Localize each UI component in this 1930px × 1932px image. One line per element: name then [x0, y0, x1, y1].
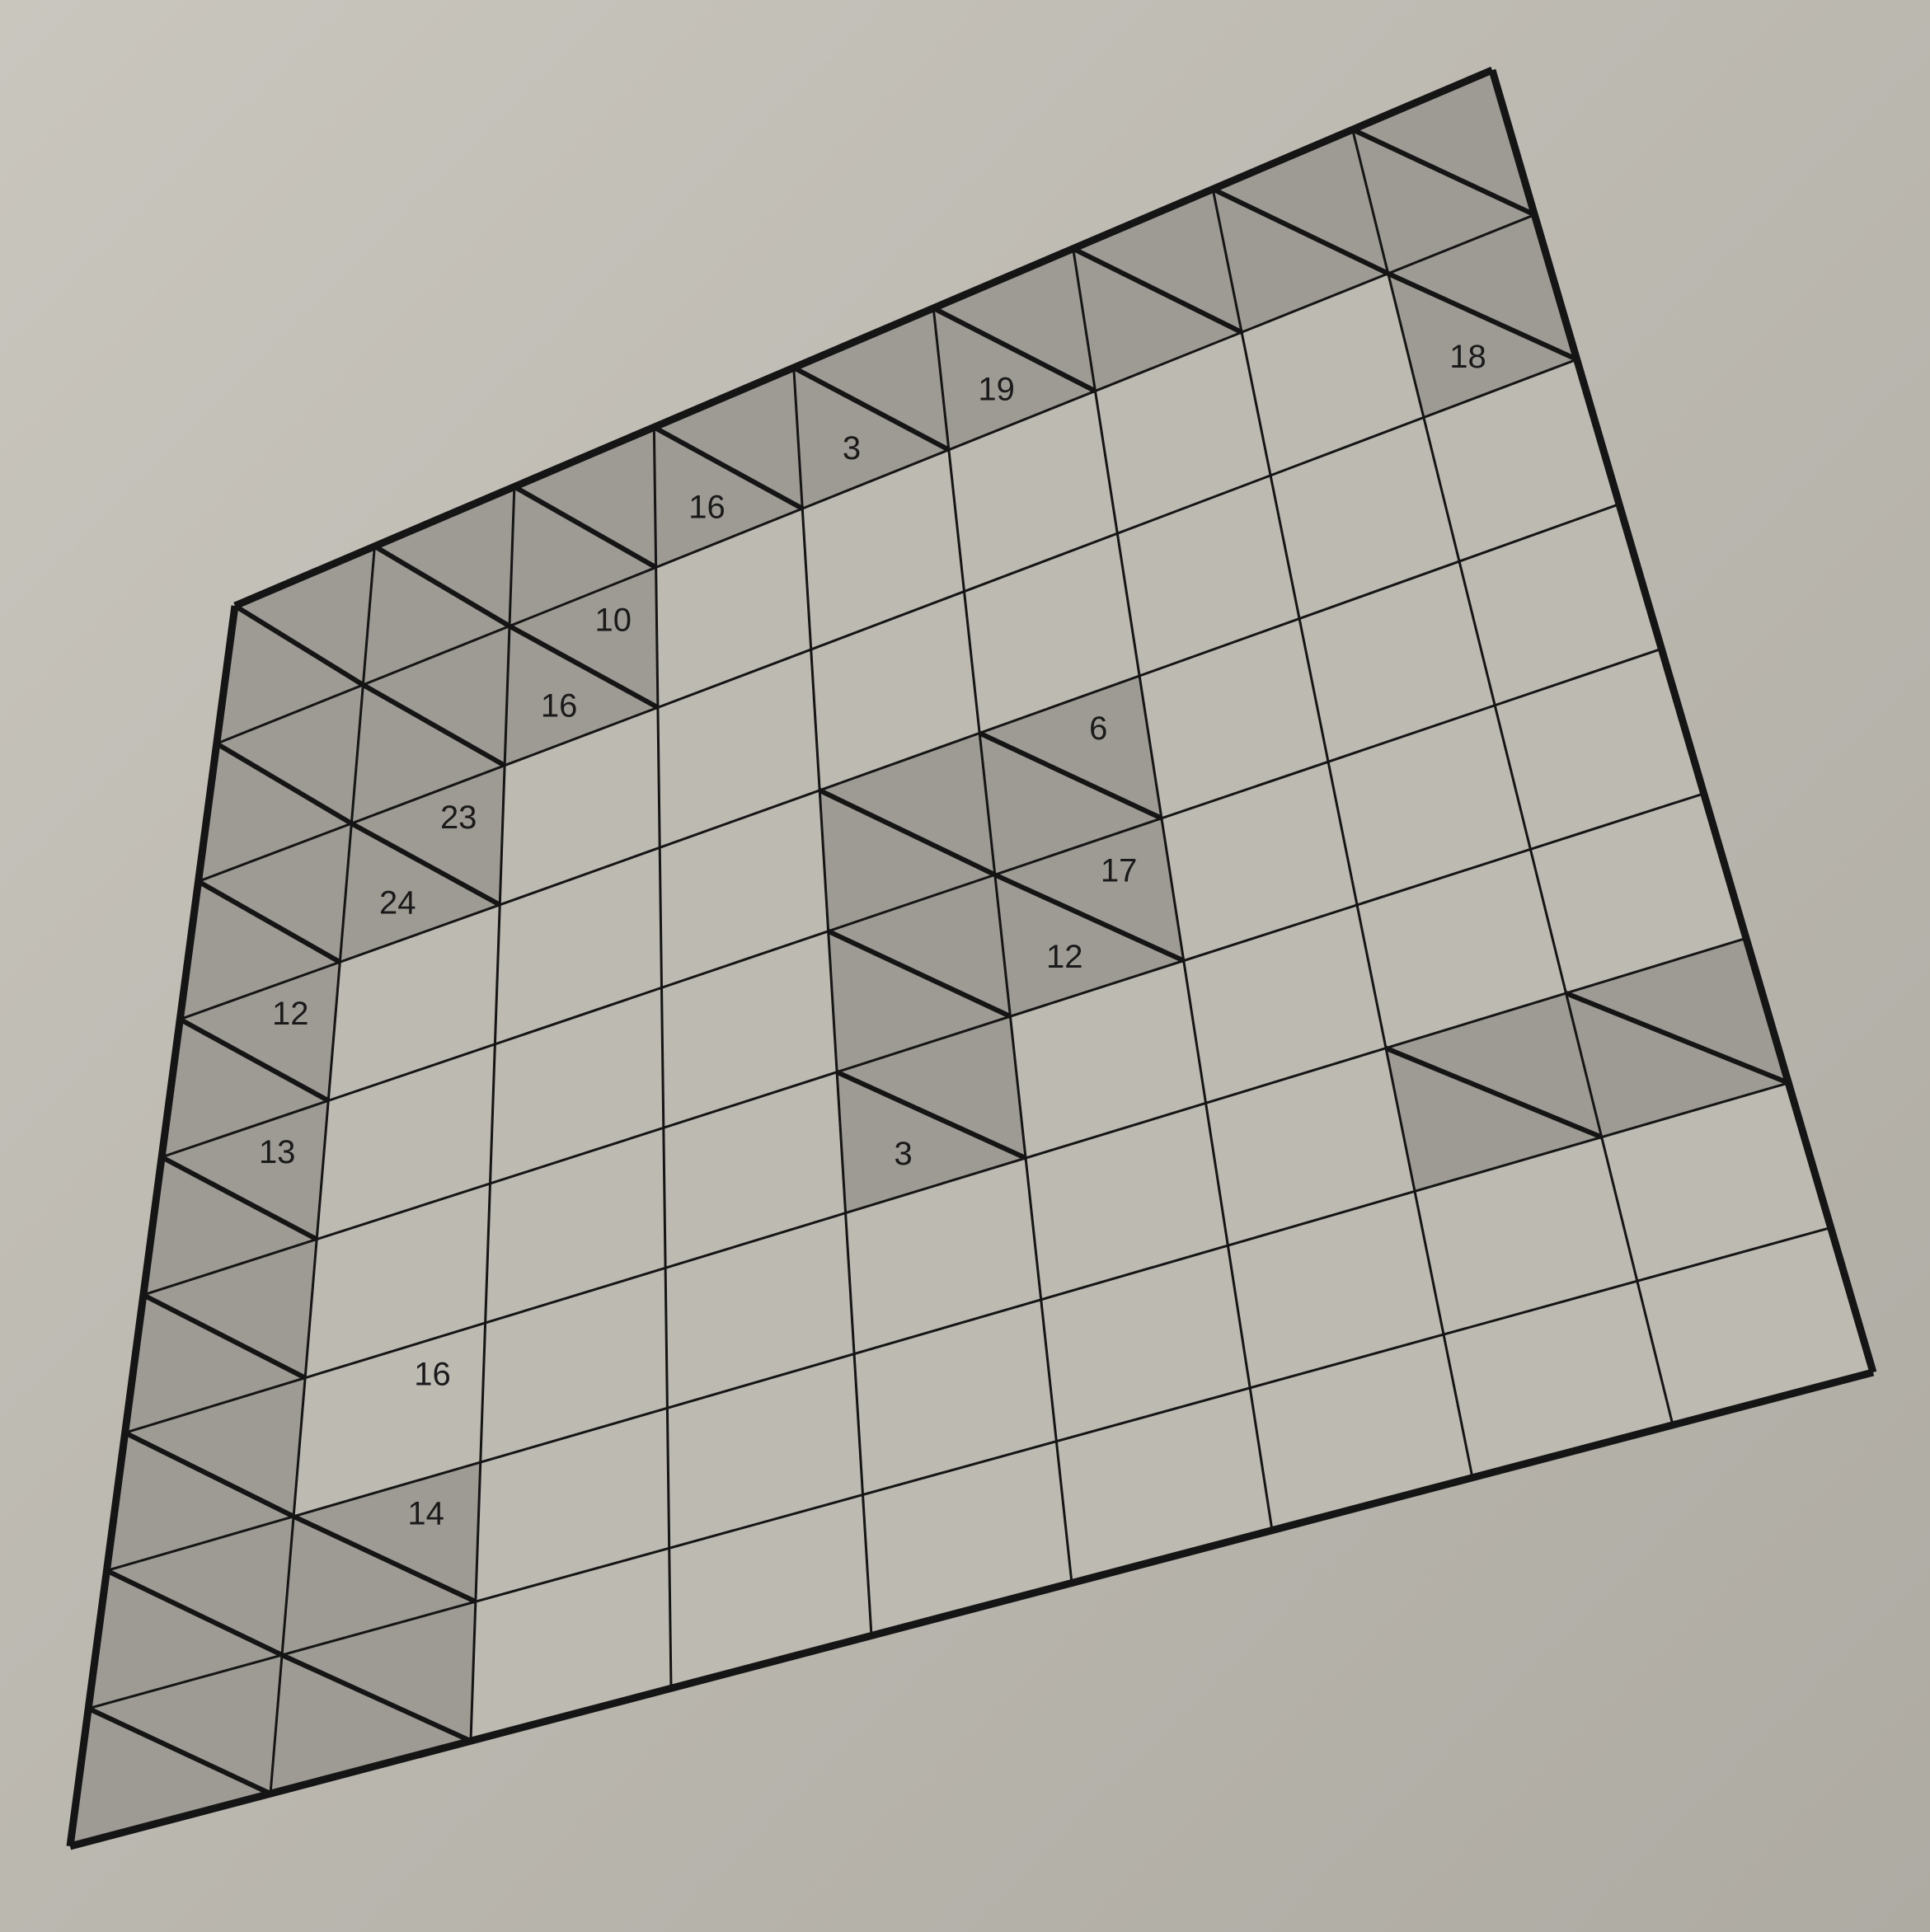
across-clue-number: 17	[1101, 853, 1138, 889]
across-clue-number: 16	[414, 1356, 451, 1392]
down-clue-number: 3	[894, 1136, 912, 1172]
across-clue-number: 10	[595, 602, 632, 638]
across-clue-number: 23	[440, 800, 477, 836]
down-clue-number: 19	[978, 372, 1015, 408]
across-clue-number: 13	[259, 1134, 296, 1170]
across-clue-number: 14	[407, 1495, 444, 1531]
down-clue-number: 16	[541, 687, 578, 724]
down-clue-number: 16	[688, 490, 726, 526]
across-clue-number: 12	[272, 996, 309, 1032]
down-clue-number: 18	[1449, 339, 1486, 375]
down-clue-number: 12	[1046, 939, 1083, 975]
down-clue-number: 24	[379, 884, 416, 921]
across-clue-number: 6	[1089, 710, 1107, 747]
down-clue-number: 3	[843, 430, 861, 467]
